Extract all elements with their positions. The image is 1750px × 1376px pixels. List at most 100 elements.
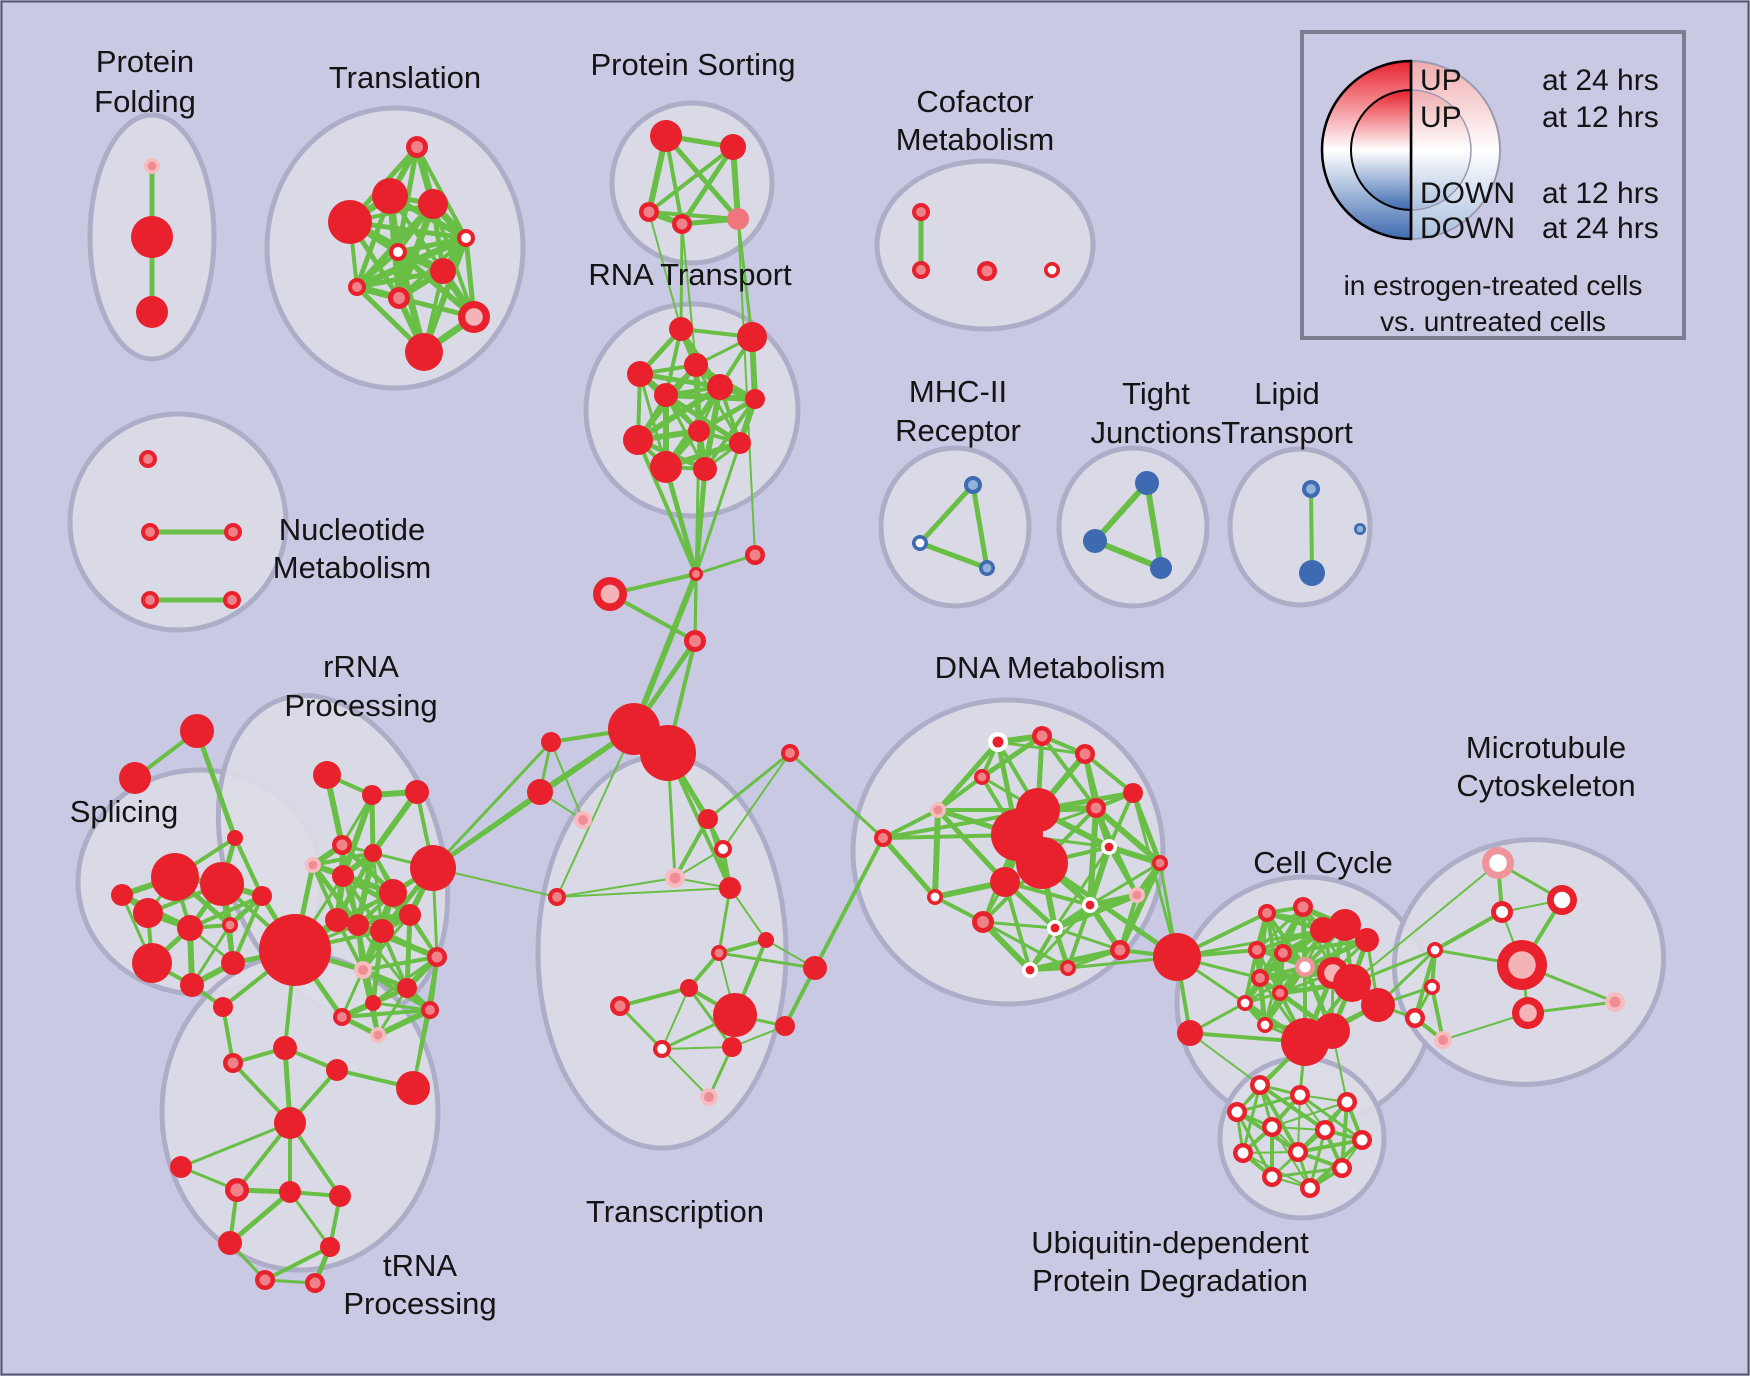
node-core: [410, 845, 456, 891]
cluster-label-rna-transport: RNA Transport: [588, 257, 792, 292]
node-core: [362, 785, 382, 805]
node-b2: [1290, 1085, 1310, 1105]
node-core: [692, 570, 700, 578]
node-core: [370, 919, 394, 943]
edge: [227, 1189, 293, 1246]
node-j2: [1083, 529, 1107, 553]
node-core: [313, 761, 341, 789]
node-g7: [574, 811, 592, 829]
edge: [1087, 805, 1099, 908]
node-core: [745, 389, 765, 409]
edge: [411, 955, 439, 1090]
node-core: [990, 867, 1020, 897]
edge: [788, 751, 885, 840]
node-q5: [396, 1071, 430, 1105]
node-g4: [684, 630, 706, 652]
node-r11: [347, 914, 369, 936]
node-k2: [1293, 897, 1313, 917]
node-p10: [111, 884, 133, 906]
node-core: [614, 1000, 626, 1012]
node-core: [1240, 998, 1250, 1008]
node-u6: [320, 1237, 340, 1257]
node-b7: [1352, 1130, 1372, 1150]
node-core: [1083, 529, 1107, 553]
legend-time: at 24 hrs: [1542, 212, 1659, 245]
node-core: [1153, 933, 1201, 981]
node-b12: [1300, 1178, 1320, 1198]
node-core: [430, 258, 456, 284]
node-m2: [141, 523, 159, 541]
node-r14: [427, 947, 447, 967]
node-core: [227, 1057, 239, 1069]
cluster-ellipse-tight-junctions: [1056, 445, 1210, 609]
node-l1: [1302, 480, 1320, 498]
node-core: [1314, 1013, 1350, 1049]
node-core: [325, 908, 349, 932]
node-r5: [305, 857, 321, 873]
edge: [1039, 860, 1180, 960]
node-h2: [912, 535, 928, 551]
node-v1: [180, 714, 214, 748]
cluster-label-microtubule-cytoskeleton: Microtubule: [1466, 730, 1626, 765]
node-core: [405, 333, 443, 371]
node-core: [704, 1092, 714, 1102]
edge: [1107, 845, 1139, 897]
cluster-label-cofactor-metabolism: Cofactor: [916, 84, 1033, 119]
node-g6: [527, 779, 553, 805]
node-t5: [457, 229, 475, 247]
node-s2: [720, 134, 746, 160]
node-u4: [329, 1185, 351, 1207]
node-g9: [1153, 933, 1201, 981]
edge: [706, 751, 792, 821]
node-x13: [610, 996, 630, 1016]
node-core: [1341, 1096, 1353, 1108]
node-core: [1260, 1020, 1270, 1030]
cluster-ellipse-protein-sorting: [609, 100, 775, 266]
node-k15: [1361, 988, 1395, 1022]
node-g8: [781, 744, 799, 762]
node-k6: [1248, 941, 1266, 959]
edge: [980, 919, 1033, 973]
node-t2: [328, 200, 372, 244]
node-x2: [714, 840, 732, 858]
edge: [936, 775, 984, 812]
node-core: [878, 833, 888, 843]
legend-keyword: DOWN: [1420, 212, 1515, 245]
node-r10: [325, 908, 349, 932]
edge: [370, 789, 420, 856]
node-core: [200, 862, 244, 906]
edge: [881, 808, 940, 840]
edge: [970, 482, 990, 571]
node-core: [1438, 1035, 1448, 1045]
node-k4: [1329, 909, 1361, 941]
node-d11: [1101, 839, 1117, 855]
node-core: [1254, 1079, 1266, 1091]
node-core: [1132, 890, 1142, 900]
node-d19: [1110, 940, 1130, 960]
node-q2: [223, 1053, 243, 1073]
edge: [647, 145, 735, 214]
node-u8: [305, 1273, 325, 1293]
node-core: [992, 736, 1004, 748]
cluster-label-splicing: Splicing: [70, 794, 179, 829]
node-n2: [737, 322, 767, 352]
edge: [935, 807, 1008, 885]
node-core: [259, 1274, 271, 1286]
node-r2: [362, 785, 382, 805]
node-m1: [139, 450, 157, 468]
edge: [979, 733, 1045, 780]
node-n5: [707, 374, 733, 400]
edge: [880, 835, 938, 900]
node-p8: [221, 951, 245, 975]
cluster-ellipse-nucleotide-metabolism: [67, 411, 289, 633]
node-rrh1: [259, 914, 331, 986]
node-core: [785, 748, 795, 758]
node-core: [749, 549, 761, 561]
edge: [736, 217, 754, 339]
node-t1: [406, 136, 428, 158]
edge: [932, 807, 941, 900]
node-x4: [548, 888, 566, 906]
node-s4: [672, 214, 692, 234]
node-core: [707, 374, 733, 400]
